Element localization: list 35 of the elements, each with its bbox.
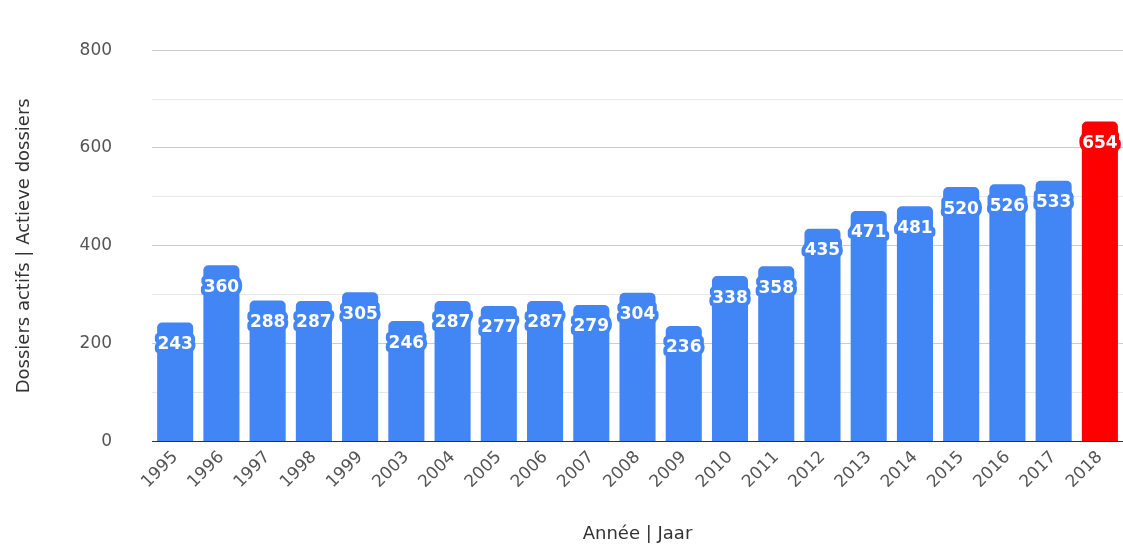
x-axis-title: Année | Jaar bbox=[582, 521, 693, 543]
bar bbox=[989, 184, 1026, 441]
y-tick-label: 800 bbox=[79, 38, 113, 59]
data-label: 246 bbox=[388, 331, 425, 352]
bar bbox=[896, 206, 933, 441]
y-tick-label: 200 bbox=[79, 332, 113, 353]
data-label: 481 bbox=[897, 216, 933, 237]
bar bbox=[1081, 121, 1118, 441]
data-label: 338 bbox=[712, 286, 748, 307]
data-label: 471 bbox=[850, 221, 887, 242]
bar bbox=[1035, 180, 1072, 441]
data-label: 243 bbox=[157, 332, 193, 353]
data-label: 526 bbox=[989, 194, 1026, 215]
data-label: 287 bbox=[296, 311, 332, 332]
bar bbox=[850, 211, 887, 441]
y-tick-label: 600 bbox=[79, 136, 113, 157]
data-label: 360 bbox=[203, 275, 240, 296]
data-label: 236 bbox=[666, 336, 702, 357]
data-label: 520 bbox=[943, 197, 980, 218]
data-label: 304 bbox=[619, 303, 656, 324]
data-label: 279 bbox=[573, 315, 610, 336]
data-label: 277 bbox=[481, 316, 517, 337]
y-tick-label: 400 bbox=[79, 234, 113, 255]
data-label: 288 bbox=[249, 310, 286, 331]
y-axis-title: Dossiers actifs | Actieve dossiers bbox=[12, 98, 34, 394]
data-label: 305 bbox=[342, 302, 378, 323]
bar bbox=[943, 187, 980, 441]
data-label: 287 bbox=[434, 311, 471, 332]
data-label: 435 bbox=[804, 239, 841, 260]
data-label: 287 bbox=[527, 311, 563, 332]
data-label: 533 bbox=[1035, 191, 1072, 212]
bar bbox=[804, 228, 841, 441]
data-label: 654 bbox=[1082, 132, 1118, 153]
y-tick-label: 0 bbox=[101, 429, 113, 450]
data-label: 358 bbox=[758, 276, 794, 297]
